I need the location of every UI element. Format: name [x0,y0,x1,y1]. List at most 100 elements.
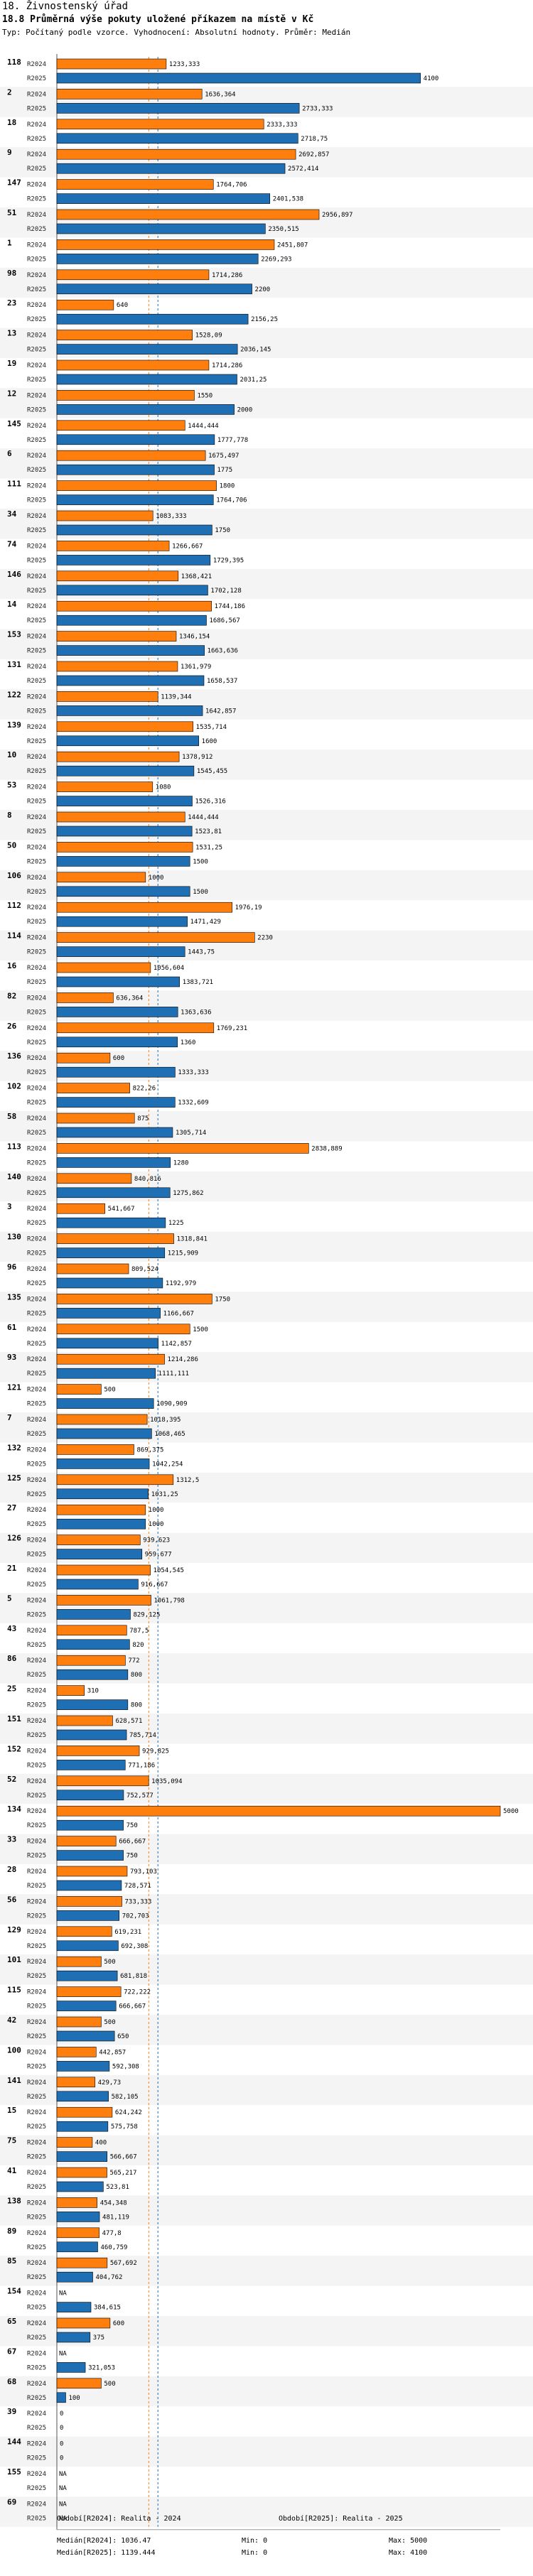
series-label: R2025 [27,678,46,685]
data-label: 567,692 [110,2260,137,2267]
category-label: 6 [7,449,12,458]
series-label: R2025 [27,738,46,745]
bar [56,2001,117,2011]
series-label: R2024 [27,664,46,671]
category-label: 122 [7,690,21,699]
bar [56,2362,86,2373]
data-label: 2333,333 [266,121,297,129]
data-label: 1636,364 [205,91,235,98]
bar [56,1819,124,1831]
category-label: 15 [7,2106,16,2115]
category-label: 19 [7,359,16,368]
data-label: 1800 [220,483,235,490]
series-label: R2024 [27,1417,46,1424]
data-label: 500 [104,1387,115,1394]
category-label: 1 [7,238,12,247]
data-label: 454,348 [100,2199,127,2207]
bar [56,2212,100,2222]
data-label: 916,667 [141,1581,168,1589]
bar [56,1066,176,1078]
series-label: R2025 [27,1552,46,1559]
bar [56,555,211,565]
series-label: R2024 [27,1176,46,1183]
data-label: 1750 [215,527,230,534]
bar [56,976,180,987]
category-label: 113 [7,1142,21,1151]
data-label: 1214,286 [168,1356,198,1363]
bar [56,842,193,853]
data-label: 1000 [149,1521,164,1528]
series-label: R2025 [27,2033,46,2040]
data-label: 636,364 [116,995,143,1002]
category-label: 85 [7,2256,16,2266]
category-label: 74 [7,539,17,548]
bar [56,1353,165,1365]
data-label: 1280 [173,1159,189,1167]
bar [56,765,195,776]
data-label: 541,667 [108,1206,135,1213]
series-label: R2024 [27,2410,46,2418]
series-label: R2025 [27,347,46,354]
missing-value-label: NA [59,2350,67,2357]
bar [56,2181,104,2192]
data-label: 1318,841 [177,1236,208,1243]
median-2024-label: Medián[R2024]: 1036.47 [57,2537,151,2545]
bar [56,570,179,582]
bar [56,1880,122,1891]
bar [56,2227,99,2239]
category-label: 12 [7,389,16,398]
data-label: 384,615 [94,2305,121,2312]
bar [56,163,286,174]
series-label: R2025 [27,75,46,82]
bar [56,600,212,612]
series-label: R2024 [27,875,46,882]
row-stripe [0,2436,533,2467]
data-label: 1215,909 [168,1250,198,1257]
data-label: 1035,094 [151,1778,182,1785]
bar [56,2317,111,2329]
category-label: 135 [7,1292,21,1301]
series-label: R2024 [27,2501,46,2508]
bar [56,631,177,642]
category-label: 144 [7,2437,21,2447]
bar [56,283,252,295]
data-label: 1383,721 [183,979,213,986]
category-label: 82 [7,991,16,1000]
data-label: 771,186 [128,1762,155,1769]
series-label: R2024 [27,483,46,490]
data-label: 600 [113,1055,124,1062]
bar [56,269,210,281]
series-label: R2025 [27,2063,46,2070]
bar [56,1277,163,1289]
bar [56,1459,150,1469]
series-label: R2024 [27,2260,46,2267]
data-label: 733,333 [125,1898,152,1905]
data-label: 1976,19 [235,904,262,911]
category-label: 114 [7,931,21,941]
data-label: 939,623 [143,1537,170,1544]
category-label: 130 [7,1233,21,1242]
data-label: 1142,857 [161,1341,192,1348]
data-label: 2401,538 [273,196,303,203]
bar [56,1850,124,1861]
category-label: 154 [7,2287,21,2296]
bar [56,1398,154,1409]
data-label: 1714,286 [212,362,242,369]
bar [56,2106,113,2118]
data-label: 404,762 [96,2274,123,2281]
data-label: 2350,515 [268,226,298,233]
series-label: R2025 [27,1943,46,1950]
data-label: 575,758 [111,2123,138,2131]
series-label: R2024 [27,151,46,158]
data-label: 702,703 [122,1912,149,1920]
series-label: R2024 [27,1718,46,1725]
series-label: R2024 [27,1959,46,1966]
data-label: 1750 [215,1296,230,1303]
category-label: 25 [7,1684,16,1694]
bar [56,390,195,401]
bar [56,661,178,672]
data-label: 929,825 [142,1748,169,1755]
bar [56,1143,309,1154]
data-label: 750 [126,1822,138,1829]
bar [56,404,235,415]
